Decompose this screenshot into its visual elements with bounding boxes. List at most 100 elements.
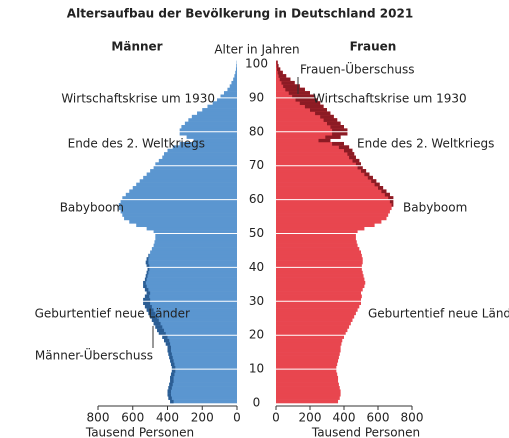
y-tick-label: 70	[249, 158, 264, 172]
surplus	[169, 382, 173, 387]
surplus	[299, 101, 321, 105]
bar	[171, 365, 237, 370]
surplus	[391, 202, 394, 207]
bar	[276, 369, 337, 373]
bar	[167, 348, 237, 353]
annotation: Babyboom	[60, 201, 124, 215]
surplus	[278, 74, 287, 78]
bar	[186, 135, 237, 139]
surplus	[168, 396, 172, 400]
bar	[276, 301, 361, 305]
bar	[158, 331, 237, 336]
surplus	[144, 294, 150, 299]
surplus	[167, 348, 171, 353]
bar	[139, 179, 237, 183]
surplus	[157, 328, 165, 333]
surplus	[168, 386, 172, 390]
series-label: Frauen	[350, 40, 397, 54]
y-tick-label: 30	[249, 294, 264, 308]
surplus	[279, 77, 291, 82]
surplus	[150, 314, 158, 319]
bar	[276, 135, 341, 139]
bar	[153, 165, 237, 170]
surplus	[146, 270, 149, 275]
bar	[276, 104, 324, 109]
bar	[233, 77, 237, 82]
y-tick-label: 50	[249, 226, 264, 240]
x-tick-label: 200	[299, 411, 322, 425]
bar	[136, 182, 237, 187]
x-tick-label: 0	[233, 411, 241, 425]
bar	[143, 284, 237, 289]
surplus	[144, 287, 149, 292]
bar	[179, 128, 237, 133]
bar	[146, 291, 237, 295]
bar	[150, 314, 237, 319]
bar	[129, 219, 237, 224]
y-tick-label: 40	[249, 260, 264, 274]
surplus	[323, 118, 338, 122]
annotation: Wirtschaftskrise um 1930	[61, 92, 215, 106]
surplus	[151, 318, 159, 322]
bar	[276, 233, 356, 238]
bar	[145, 260, 237, 265]
bar	[193, 138, 237, 143]
bar	[276, 189, 387, 194]
bar	[120, 199, 237, 204]
bar	[276, 226, 365, 231]
bar	[153, 321, 237, 326]
surplus	[170, 379, 174, 383]
bar	[150, 169, 237, 173]
annotation: Männer-Überschuss	[35, 347, 153, 363]
bar	[276, 362, 338, 367]
bar	[276, 389, 341, 394]
surplus	[281, 80, 295, 85]
bar	[167, 392, 237, 397]
surplus	[384, 192, 390, 197]
bar	[162, 155, 237, 160]
bar	[276, 219, 382, 224]
surplus	[277, 67, 281, 72]
bar	[276, 199, 394, 204]
bar	[276, 284, 365, 289]
bar	[155, 236, 237, 241]
surplus	[364, 172, 370, 177]
bar	[276, 148, 353, 153]
annotation: Frauen-Überschuss	[300, 61, 415, 77]
bar	[276, 162, 361, 166]
bar	[153, 243, 237, 248]
surplus	[288, 91, 310, 95]
x-axis-label: Tausend Personen	[85, 426, 194, 438]
bar	[179, 141, 237, 146]
bar	[276, 158, 360, 163]
bar	[276, 141, 344, 146]
surplus	[170, 358, 174, 363]
bar	[170, 372, 237, 377]
bar	[276, 308, 358, 312]
annotation: Ende des 2. Weltkriegs	[357, 137, 494, 151]
bar	[132, 186, 237, 190]
bar	[276, 145, 350, 150]
bar	[276, 186, 384, 190]
surplus	[167, 389, 171, 394]
surplus	[325, 135, 341, 139]
surplus	[144, 277, 147, 282]
bar	[172, 145, 237, 150]
bar	[120, 209, 237, 214]
annotation: Wirtschaftskrise um 1930	[313, 92, 467, 106]
bar	[276, 372, 338, 377]
surplus	[318, 138, 331, 143]
bar	[229, 84, 237, 89]
bar	[276, 236, 356, 241]
surplus	[332, 128, 348, 133]
bar	[236, 64, 237, 68]
chart-title: Altersaufbau der Bevölkerung in Deutschl…	[67, 7, 413, 21]
surplus	[171, 365, 176, 370]
surplus	[292, 94, 316, 99]
bar	[227, 87, 237, 92]
bar	[276, 111, 331, 116]
bar	[276, 128, 348, 133]
bar	[276, 314, 355, 319]
surplus	[146, 308, 154, 312]
